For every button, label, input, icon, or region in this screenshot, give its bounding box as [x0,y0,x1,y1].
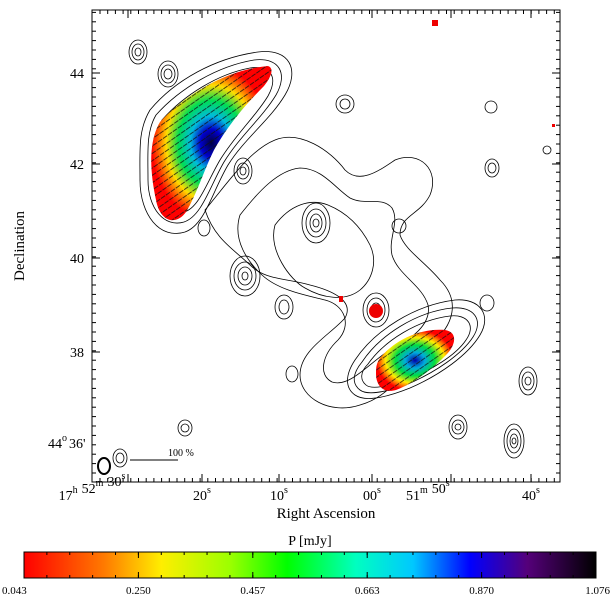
y-axis-ticks [92,11,560,474]
y-tick-label: 38 [70,346,84,361]
colorbar-ticks: 0.043 0.250 0.457 0.663 0.870 1.076 [2,552,611,597]
colorbar-tick-label: 0.250 [126,585,151,597]
x-tick-label: 10s [270,485,288,504]
x-axis-title: Right Ascension [277,506,376,522]
y-tick-label: 44 [70,67,84,82]
colorbar-tick-label: 1.076 [585,585,610,597]
colorbar-title: P [mJy] [288,534,331,549]
colorbar-tick-label: 0.870 [469,585,494,597]
y-tick-label: 42 [70,158,84,173]
y-axis-title: Declination [12,211,28,281]
x-tick-label: 51m 50s [406,478,450,504]
beam-ellipse [97,457,111,475]
x-tick-label: 40s [522,485,540,504]
y-axis-tick-labels: 44 42 40 38 [70,67,84,361]
colorbar-tick-label: 0.663 [355,585,380,597]
y-corner-label: 44o 36' [48,433,86,452]
x-axis-tick-labels: 17h 52m 30s 20s 10s 00s 51m 50s 40s [59,471,540,504]
x-axis-ticks [99,10,555,482]
core-image [369,304,383,318]
y-tick-label: 40 [70,252,84,267]
colorbar-tick-label: 0.043 [2,585,27,597]
x-tick-label: 00s [363,485,381,504]
x-tick-label: 17h 52m 30s [59,471,126,504]
x-tick-label: 20s [193,485,211,504]
polarized-emission [151,20,555,391]
colorbar [23,551,597,579]
contour-map [112,39,552,468]
colorbar-tick-label: 0.457 [240,585,265,597]
scale-bar-label: 100 % [168,448,194,459]
plot-frame [91,9,561,483]
